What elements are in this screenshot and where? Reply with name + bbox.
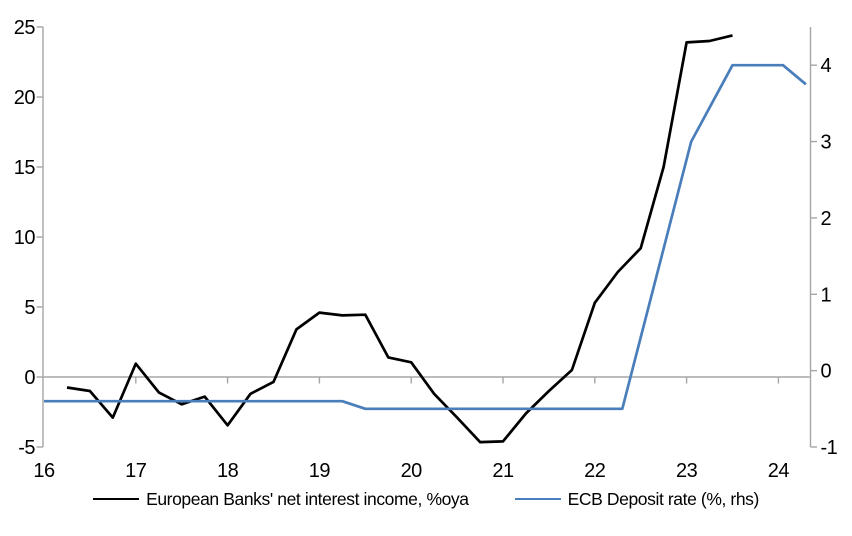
x-axis-tick-label: 16 bbox=[33, 460, 55, 482]
right-axis-tick-label: 1 bbox=[821, 284, 832, 306]
left-axis-tick-label: 10 bbox=[14, 227, 36, 249]
left-axis-tick-label: 15 bbox=[14, 157, 36, 179]
x-axis-tick-label: 22 bbox=[584, 460, 606, 482]
right-axis-tick-label: 3 bbox=[821, 132, 832, 154]
right-axis-tick-label: -1 bbox=[821, 437, 838, 459]
right-axis-tick-label: 0 bbox=[821, 361, 832, 383]
x-axis-tick-label: 20 bbox=[401, 460, 423, 482]
left-axis-tick-label: 25 bbox=[14, 17, 36, 39]
x-axis-tick-label: 17 bbox=[125, 460, 147, 482]
right-axis-tick-label: 4 bbox=[821, 55, 832, 77]
legend-line-sample-black bbox=[93, 498, 140, 500]
right-axis-tick-label: 2 bbox=[821, 208, 832, 230]
left-axis-tick-label: 5 bbox=[24, 297, 35, 319]
series-line-net-interest-income bbox=[66, 34, 733, 444]
legend-entry-net-interest-income: European Banks' net interest income, %oy… bbox=[93, 489, 469, 510]
x-axis-tick-label: 24 bbox=[768, 460, 790, 482]
legend-line-sample-blue bbox=[514, 498, 561, 500]
x-axis-tick-label: 23 bbox=[676, 460, 698, 482]
left-axis-tick-label: -5 bbox=[18, 437, 35, 459]
legend-label: ECB Deposit rate (%, rhs) bbox=[567, 488, 760, 509]
x-axis-tick-label: 21 bbox=[492, 460, 514, 482]
left-axis-tick-label: 0 bbox=[24, 367, 35, 389]
x-axis-tick-label: 19 bbox=[309, 460, 331, 482]
chart-legend: European Banks' net interest income, %oy… bbox=[0, 488, 852, 510]
legend-label: European Banks' net interest income, %oy… bbox=[146, 488, 469, 509]
left-axis-tick-label: 20 bbox=[14, 87, 36, 109]
x-axis-tick-label: 18 bbox=[217, 460, 239, 482]
series-line-ecb-deposit-rate bbox=[44, 63, 807, 411]
legend-entry-ecb-deposit-rate: ECB Deposit rate (%, rhs) bbox=[514, 488, 760, 510]
